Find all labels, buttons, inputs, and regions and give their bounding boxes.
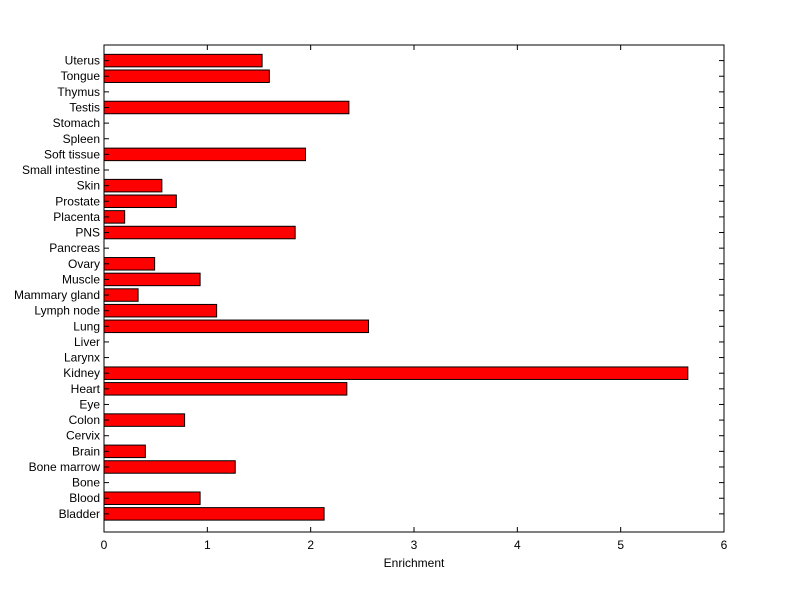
y-tick-label: PNS bbox=[75, 226, 100, 240]
y-tick-label: Skin bbox=[77, 179, 100, 193]
y-tick-label: Larynx bbox=[64, 351, 100, 365]
x-tick-label: 0 bbox=[101, 538, 108, 552]
x-tick-label: 4 bbox=[514, 538, 521, 552]
bar-colon bbox=[103, 413, 186, 427]
y-tick-label: Bone bbox=[72, 476, 100, 490]
bar-ovary bbox=[103, 257, 156, 271]
x-tick-label: 1 bbox=[204, 538, 211, 552]
bar-tongue bbox=[103, 69, 270, 83]
y-tick-label: Liver bbox=[74, 335, 100, 349]
bar-skin bbox=[103, 178, 163, 193]
bar-testis bbox=[103, 100, 350, 115]
bar-lymph-node bbox=[103, 303, 218, 318]
y-tick-label: Spleen bbox=[63, 132, 100, 146]
y-tick-label: Mammary gland bbox=[14, 288, 100, 302]
bar-pns bbox=[103, 225, 296, 240]
x-tick-label: 6 bbox=[721, 538, 728, 552]
y-tick-label: Heart bbox=[71, 382, 101, 396]
y-tick-label: Small intestine bbox=[22, 163, 100, 177]
y-tick-label: Eye bbox=[79, 397, 100, 411]
bar-kidney bbox=[103, 366, 689, 380]
bar-soft-tissue bbox=[103, 147, 306, 162]
y-tick-label: Ovary bbox=[68, 257, 100, 271]
y-tick-label: Bone marrow bbox=[29, 460, 101, 474]
bar-mammary-gland bbox=[103, 288, 139, 302]
y-tick-label: Cervix bbox=[66, 429, 100, 443]
y-tick-label: Colon bbox=[69, 413, 100, 427]
y-tick-label: Tongue bbox=[61, 69, 101, 83]
y-tick-label: Muscle bbox=[62, 272, 100, 286]
y-tick-label: Prostate bbox=[55, 194, 100, 208]
x-tick-label: 3 bbox=[411, 538, 418, 552]
bar-lung bbox=[103, 319, 370, 334]
y-tick-label: Thymus bbox=[57, 85, 100, 99]
y-tick-label: Placenta bbox=[53, 210, 100, 224]
bar-brain bbox=[103, 444, 146, 459]
bar-uterus bbox=[103, 53, 263, 68]
y-tick-label: Uterus bbox=[65, 54, 100, 68]
y-tick-label: Pancreas bbox=[49, 241, 100, 255]
x-axis-label: Enrichment bbox=[384, 556, 445, 570]
y-tick-label: Lymph node bbox=[34, 304, 100, 318]
y-tick-label: Soft tissue bbox=[44, 147, 100, 161]
x-tick-label: 2 bbox=[307, 538, 314, 552]
bar-bone-marrow bbox=[103, 460, 236, 474]
y-tick-label: Kidney bbox=[63, 366, 100, 380]
y-tick-label: Blood bbox=[69, 491, 100, 505]
plot-frame bbox=[103, 44, 725, 533]
y-tick-label: Testis bbox=[69, 100, 100, 114]
bar-prostate bbox=[103, 194, 177, 209]
bar-muscle bbox=[103, 272, 201, 287]
x-tick-label: 5 bbox=[617, 538, 624, 552]
y-tick-label: Lung bbox=[73, 319, 100, 333]
bar-bladder bbox=[103, 507, 325, 521]
bar-blood bbox=[103, 491, 201, 505]
y-tick-label: Stomach bbox=[53, 116, 100, 130]
y-tick-label: Bladder bbox=[59, 507, 100, 521]
bar-heart bbox=[103, 382, 348, 396]
y-tick-label: Brain bbox=[72, 444, 100, 458]
